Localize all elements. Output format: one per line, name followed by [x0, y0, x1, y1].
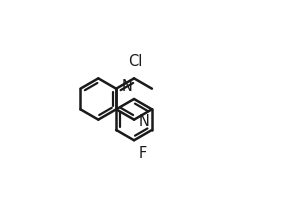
Text: F: F	[138, 146, 147, 161]
Text: N: N	[139, 114, 150, 129]
Text: Cl: Cl	[128, 54, 142, 69]
Text: N: N	[122, 79, 133, 94]
